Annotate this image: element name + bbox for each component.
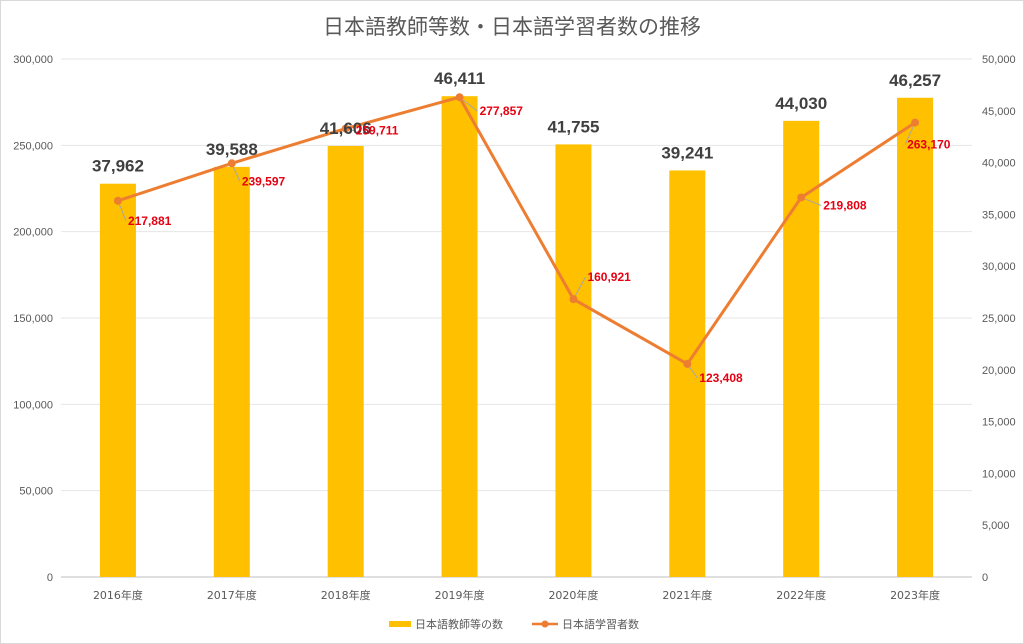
learners-point-2017年度: [227, 159, 236, 168]
line-series-learners: [113, 93, 920, 379]
left-axis-tick-label: 0: [47, 572, 53, 584]
right-axis-tick-label: 35,000: [982, 209, 1016, 221]
right-axis-tick-label: 40,000: [982, 158, 1016, 170]
x-axis: 2016年度 2017年度 2018年度 2019年度 2020年度 2021年度 2022…: [93, 588, 940, 602]
x-axis-tick-label: 2020年度: [548, 588, 598, 602]
right-y-axis: 0 5,000 10,000 15,000 20,000 25,000 30,000 35,0…: [982, 54, 1016, 584]
line-data-labels: 217,881 239,597 259,711 277,857 160,921 123,4…: [128, 104, 951, 385]
line-value-label: 123,408: [699, 371, 743, 385]
left-axis-tick-label: 50,000: [19, 486, 53, 498]
bar-value-label: 44,030: [775, 94, 827, 113]
line-value-label: 217,881: [128, 214, 172, 228]
leader-line: [904, 122, 916, 145]
x-axis-tick-label: 2022年度: [776, 588, 826, 602]
left-axis-tick-label: 200,000: [13, 227, 53, 239]
bar-value-label: 39,241: [661, 143, 713, 162]
right-axis-tick-label: 20,000: [982, 365, 1016, 377]
legend-label-teachers: 日本語教師等の数: [415, 617, 503, 631]
learners-point-2022年度: [797, 193, 806, 202]
line-value-label: 219,808: [823, 198, 867, 212]
right-axis-tick-label: 5,000: [982, 520, 1010, 532]
right-axis-tick-label: 30,000: [982, 261, 1016, 273]
right-axis-tick-label: 50,000: [982, 54, 1016, 66]
learners-point-2021年度: [683, 359, 692, 368]
learners-point-2018年度: [341, 124, 350, 133]
right-axis-tick-label: 10,000: [982, 468, 1016, 480]
learners-point-2016年度: [113, 196, 122, 205]
x-axis-tick-label: 2019年度: [435, 588, 485, 602]
x-axis-tick-label: 2017年度: [207, 588, 257, 602]
line-value-label: 239,597: [242, 174, 286, 188]
chart-title: 日本語教師等数・日本語学習者数の推移: [323, 15, 701, 39]
learners-point-2019年度: [455, 93, 464, 102]
bar-2019年度: [441, 96, 478, 577]
right-axis-tick-label: 15,000: [982, 417, 1016, 429]
bar-2023年度: [897, 97, 934, 578]
bar-2016年度: [99, 183, 136, 577]
x-axis-tick-label: 2023年度: [890, 588, 940, 602]
gridlines: [61, 58, 972, 578]
learners-point-2023年度: [911, 118, 920, 127]
bar-series-teachers: [99, 96, 934, 578]
bar-value-label: 46,257: [889, 71, 941, 90]
bar-data-labels: 37,962 39,588 41,606 46,411 41,755 39,241 44,0…: [92, 69, 941, 176]
bar-2020年度: [555, 144, 592, 577]
line-value-label: 160,921: [587, 270, 631, 284]
line-value-label: 259,711: [356, 124, 399, 138]
legend-label-learners: 日本語学習者数: [562, 617, 639, 631]
bar-2018年度: [327, 145, 364, 577]
bar-value-label: 46,411: [434, 69, 485, 88]
legend-marker-learners: [541, 620, 549, 628]
bar-value-label: 41,606: [320, 119, 372, 138]
learners-line: [117, 95, 916, 366]
bar-value-label: 41,755: [547, 117, 599, 136]
learners-point-2020年度: [569, 295, 578, 304]
line-value-label: 263,170: [907, 138, 951, 152]
bar-value-label: 39,588: [206, 140, 258, 159]
leader-line: [572, 276, 586, 300]
left-axis-tick-label: 150,000: [13, 313, 53, 325]
legend-swatch-teachers: [389, 621, 411, 627]
left-axis-tick-label: 300,000: [13, 54, 53, 66]
x-axis-tick-label: 2016年度: [93, 588, 143, 602]
left-y-axis: 0 50,000 100,000 150,000 200,000 250,000 300,0…: [13, 54, 53, 584]
line-value-label: 277,857: [480, 104, 524, 118]
bar-2021年度: [669, 170, 706, 577]
x-axis-tick-label: 2018年度: [321, 588, 371, 602]
bar-value-label: 37,962: [92, 157, 144, 176]
left-axis-tick-label: 250,000: [13, 140, 53, 152]
x-axis-tick-label: 2021年度: [662, 588, 712, 602]
left-axis-tick-label: 100,000: [13, 399, 53, 411]
right-axis-tick-label: 45,000: [982, 106, 1016, 118]
bar-2017年度: [213, 166, 250, 577]
legend: 日本語教師等の数 日本語学習者数: [389, 617, 639, 631]
right-axis-tick-label: 25,000: [982, 313, 1016, 325]
right-axis-tick-label: 0: [982, 572, 988, 584]
